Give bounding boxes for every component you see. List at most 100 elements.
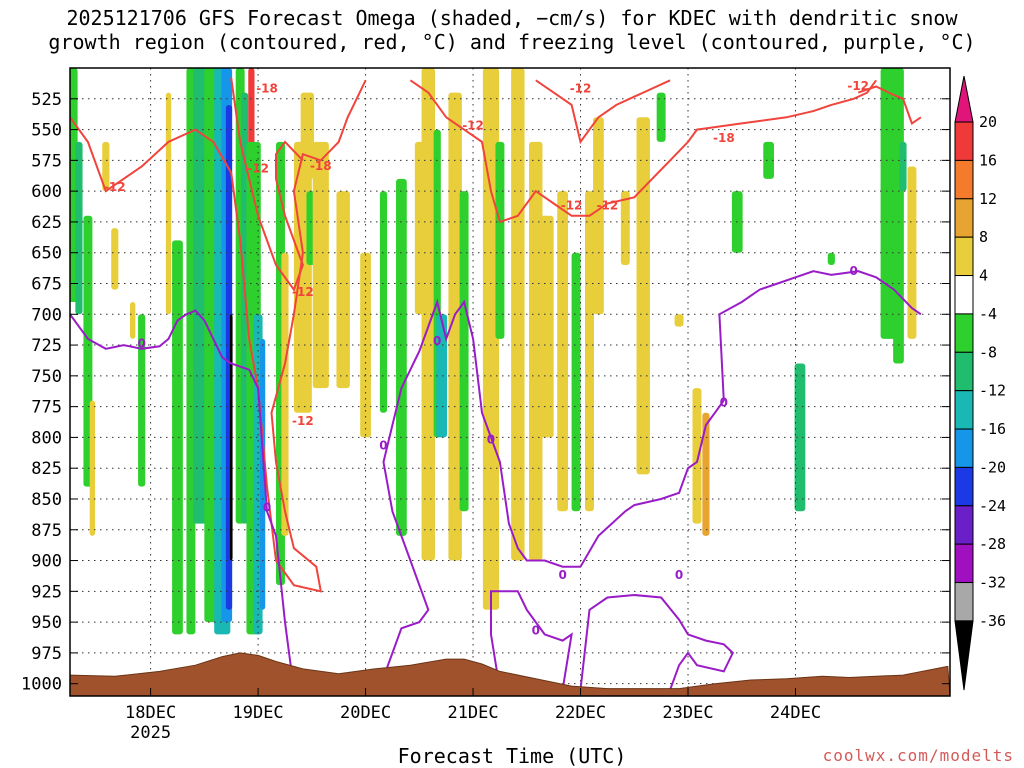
omega-streak (535, 215, 554, 438)
colorbar-bin (954, 236, 974, 277)
purple-contour-label: 0 (532, 623, 540, 637)
y-tick-label: 875 (31, 521, 62, 541)
omega-streak (138, 314, 146, 487)
y-tick-label: 650 (31, 244, 62, 264)
omega-streak (459, 191, 469, 512)
omega-streak (448, 92, 462, 561)
omega-streak (907, 166, 917, 339)
omega-streak (172, 240, 183, 635)
omega-streak (571, 252, 581, 512)
red-contour-label: -12 (570, 82, 592, 96)
colorbar-label: -36 (979, 612, 1006, 630)
freezing-contour-purple (579, 270, 922, 568)
omega-streak (692, 388, 702, 524)
colorbar-bin (954, 121, 974, 161)
terrain-layer (70, 652, 950, 696)
y-axis: 525 550 575 600 625 650 675 700 725 750 775 800 825 8… (21, 90, 950, 695)
colorbar-label: -20 (979, 458, 1006, 476)
omega-streak (702, 412, 710, 536)
colorbar-label: -16 (979, 420, 1006, 438)
colorbar-label: -4 (979, 305, 997, 323)
plot-frame (69, 67, 951, 697)
omega-streak (620, 191, 630, 266)
y-tick-label: 825 (31, 459, 62, 479)
y-tick-label: 775 (31, 398, 62, 418)
y-tick-label: 850 (31, 490, 62, 510)
dgz-contour-red (857, 85, 922, 125)
colorbar-label: -8 (979, 343, 997, 361)
purple-contour-label: 0 (487, 433, 495, 447)
colorbar-bin (954, 543, 974, 584)
freezing-contour-purple (579, 593, 735, 691)
purple-contour-label: 0 (379, 439, 387, 453)
dgz-contour-red (70, 79, 367, 593)
red-contour-label: -12 (597, 199, 619, 213)
dgz-contour-red (409, 79, 877, 224)
colorbar-bin (954, 351, 974, 392)
chart-title-line-2: growth region (contoured, red, °C) and f… (48, 30, 976, 54)
y-tick-label: 700 (31, 305, 62, 325)
colorbar-label: -32 (979, 574, 1006, 592)
omega-streak (165, 92, 172, 315)
y-tick-label: 975 (31, 644, 62, 664)
x-tick-sublabel: 2025 (130, 723, 171, 743)
omega-streak (259, 338, 266, 610)
colorbar-bin (954, 390, 974, 430)
omega-streak (102, 141, 110, 192)
red-contour-label: -18 (713, 131, 735, 145)
y-tick-label: 525 (31, 90, 62, 110)
colorbar-label: 20 (979, 113, 997, 131)
y-tick-label: 550 (31, 121, 62, 141)
purple-contour-label: 0 (137, 337, 145, 351)
chart-title-line-1: 2025121706 GFS Forecast Omega (shaded, −… (66, 6, 958, 30)
omega-streak (511, 68, 525, 561)
y-tick-label: 925 (31, 582, 62, 602)
omega-streak (89, 400, 96, 536)
x-tick-label: 18DEC (125, 703, 176, 723)
omega-streak (827, 252, 835, 266)
freezing-contour-purple (365, 298, 581, 691)
x-tick-label: 22DEC (555, 703, 606, 723)
y-tick-label: 675 (31, 274, 62, 294)
colorbar-label: -24 (979, 497, 1006, 515)
red-contour-label: -12 (247, 162, 269, 176)
colorbar-label: -28 (979, 535, 1006, 553)
credit-link[interactable]: coolwx.com/modelts (822, 746, 1014, 765)
red-contour-label: -18 (310, 159, 332, 173)
colorbar-bottom-arrow (954, 620, 974, 691)
x-tick-label: 23DEC (662, 703, 713, 723)
purple-contour-label: 0 (720, 396, 728, 410)
colorbar-label: 16 (979, 151, 997, 169)
purple-contour-label: 0 (263, 500, 271, 514)
purple-contour-label: 0 (433, 334, 441, 348)
red-contour-label: -12 (104, 180, 126, 194)
freezing-contour-purple (490, 590, 573, 690)
colorbar-bin (954, 198, 974, 238)
omega-streak (495, 141, 505, 339)
colorbar-bin (954, 275, 974, 315)
omega-streak (193, 68, 207, 524)
purple-contour-label: 0 (850, 264, 858, 278)
y-tick-label: 800 (31, 428, 62, 448)
colorbar-bin (954, 428, 974, 468)
x-tick-label: 24DEC (770, 703, 821, 723)
colorbar-bin (954, 159, 974, 200)
omega-shading-layer (70, 68, 917, 635)
colorbar-bin (954, 313, 974, 353)
omega-streak (436, 314, 448, 438)
omega-streak (336, 191, 350, 389)
colorbar-label: 12 (979, 190, 997, 208)
y-tick-label: 750 (31, 367, 62, 387)
omega-streak (899, 141, 907, 192)
x-axis-title: Forecast Time (UTC) (397, 744, 627, 768)
omega-streak (396, 178, 407, 536)
omega-streak (656, 92, 666, 142)
contour-labels: -18 -12 -12 -18 -12 -12 -12 -12 -18 -12 -12 -12 0 0 0 0… (104, 79, 869, 637)
omega-streak (229, 314, 233, 561)
colorbar-top-arrow (954, 75, 974, 123)
freezing-contour-purple (70, 309, 295, 690)
omega-streak (674, 314, 684, 327)
omega-streak (75, 141, 83, 315)
